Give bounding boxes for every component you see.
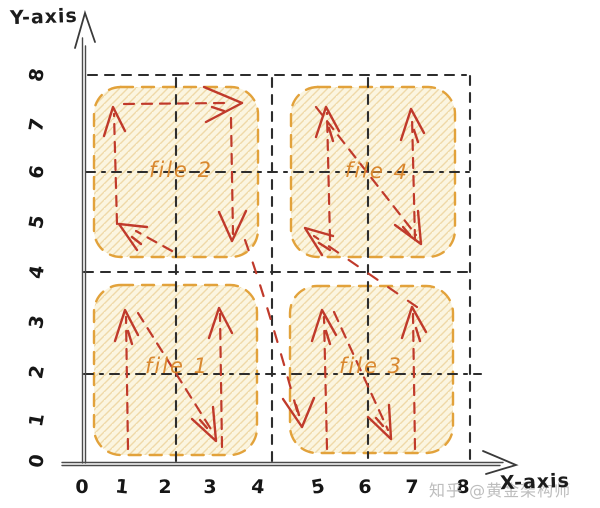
y-tick-6: 6 — [25, 163, 49, 181]
file4-left-up-arrowhead-icon — [314, 105, 341, 139]
file1-right-up-arrow — [218, 312, 224, 449]
x-axis — [61, 450, 519, 475]
file3-left-arrow-inner-stroke — [324, 329, 332, 346]
file4-diagonal-arrow — [314, 105, 418, 237]
file3-left-up-arrowhead-icon — [310, 308, 338, 343]
cross-diagonal-to-file4 — [312, 234, 419, 309]
y-tick-5: 5 — [25, 213, 49, 231]
file4-right-up-arrowhead-icon — [399, 107, 426, 142]
file2-right-down-arrow — [229, 116, 235, 236]
file2-left-up-arrowhead-icon — [102, 105, 127, 138]
file-1-label: file 1 — [144, 354, 210, 378]
file-4-arrows — [303, 105, 426, 309]
file2-bottom-left-arrowhead-icon — [117, 222, 149, 252]
cross-diagonal-down-inner-stroke — [294, 403, 301, 417]
file3-left-up-arrow — [322, 315, 329, 451]
x-tick-4: 4 — [250, 475, 266, 499]
y-axis-arrow-icon — [74, 10, 96, 49]
x-tick-2: 2 — [158, 476, 172, 498]
file2-top-right-arrow — [122, 101, 228, 106]
file1-diagonal-arrowhead-icon — [190, 405, 218, 443]
file1-left-arrow-inner-stroke — [126, 329, 134, 346]
file-3-arrows — [310, 305, 428, 451]
file2-top-right-arrowhead-icon — [202, 85, 244, 124]
file1-diagonal-arrow — [136, 311, 216, 436]
y-axis — [74, 10, 96, 464]
file1-left-up-arrowhead-icon — [113, 308, 140, 343]
file4-left-up-arrow — [325, 111, 332, 242]
file2-bottom-arrow-inner-stroke — [130, 235, 143, 246]
file-3-label: file 3 — [338, 354, 404, 378]
x-tick-7: 7 — [405, 476, 419, 498]
x-axis-label: X-axis — [499, 469, 571, 495]
watermark: 知乎 @黄金架构师 — [429, 481, 572, 500]
x-tick-6: 6 — [358, 476, 372, 498]
x-tick-1: 1 — [114, 475, 130, 499]
file2-right-down-arrowhead-icon — [217, 209, 248, 243]
file3-right-up-arrow — [411, 312, 417, 451]
cross-diagonal-down-arrowhead-icon — [281, 396, 316, 429]
file3-right-arrow-inner-stroke — [414, 326, 422, 343]
file2-left-up-arrow — [112, 112, 119, 226]
file2-bottom-left-arrow — [134, 229, 174, 253]
file4-right-up-arrow — [410, 115, 417, 242]
file-4-label: file 4 — [344, 157, 410, 185]
file4-left-arrow-inner-stroke — [327, 126, 335, 143]
file1-diagonal-inner-stroke — [198, 418, 209, 430]
cross-diagonal-up-left-arrowhead-icon — [303, 226, 335, 257]
x-tick-5: 5 — [309, 475, 327, 499]
y-tick-0: 0 — [25, 452, 49, 470]
x-tick-8: 8 — [456, 476, 470, 498]
file3-diagonal-arrow — [332, 310, 390, 432]
file1-right-up-arrowhead-icon — [207, 306, 234, 340]
file4-right-arrow-inner-stroke — [412, 128, 420, 144]
x-tick-0: 0 — [75, 476, 89, 498]
y-axis-label: Y-axis — [9, 4, 79, 30]
file3-diagonal-inner-stroke — [374, 416, 385, 428]
cross-diagonal-from-file2 — [243, 238, 301, 420]
file3-right-up-arrowhead-icon — [400, 305, 428, 340]
cross-diagonal-inner-stroke — [317, 241, 332, 252]
file-1-arrows — [113, 238, 316, 451]
x-tick-3: 3 — [203, 476, 217, 498]
file-2-arrows — [102, 85, 248, 253]
file4-diagonal-arrowhead-icon — [393, 209, 423, 246]
y-tick-2: 2 — [25, 363, 49, 381]
y-tick-4: 4 — [25, 263, 49, 281]
file3-diagonal-arrowhead-icon — [366, 403, 393, 441]
y-tick-1: 1 — [25, 411, 49, 429]
file4-diagonal-inner-stroke — [401, 225, 412, 237]
y-tick-8: 8 — [25, 66, 49, 84]
y-tick-7: 7 — [25, 116, 49, 134]
file-2-label: file 2 — [148, 158, 214, 182]
x-axis-arrow-icon — [482, 450, 519, 475]
file1-left-up-arrow — [124, 315, 130, 451]
file2-top-arrow-inner-stroke — [210, 105, 226, 113]
y-tick-3: 3 — [25, 313, 49, 331]
